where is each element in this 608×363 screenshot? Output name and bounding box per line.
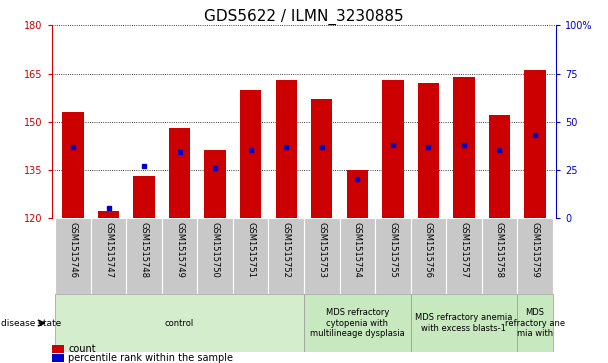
Text: MDS refractory anemia
with excess blasts-1: MDS refractory anemia with excess blasts… xyxy=(415,313,513,333)
Bar xyxy=(204,150,226,218)
Text: GSM1515750: GSM1515750 xyxy=(210,221,219,277)
Bar xyxy=(269,218,304,294)
Text: MDS
refractory ane
mia with: MDS refractory ane mia with xyxy=(505,308,565,338)
Text: GSM1515757: GSM1515757 xyxy=(460,221,468,278)
Text: GSM1515751: GSM1515751 xyxy=(246,221,255,277)
Bar xyxy=(410,294,517,352)
Bar xyxy=(410,218,446,294)
Bar xyxy=(98,211,119,218)
Text: GSM1515756: GSM1515756 xyxy=(424,221,433,278)
Text: GSM1515759: GSM1515759 xyxy=(531,221,539,277)
Bar xyxy=(63,112,84,218)
Bar xyxy=(52,354,64,362)
Bar xyxy=(275,80,297,218)
Bar xyxy=(382,80,404,218)
Bar xyxy=(126,218,162,294)
Bar xyxy=(162,218,198,294)
Bar xyxy=(233,218,269,294)
Bar xyxy=(133,176,155,218)
Bar xyxy=(311,99,333,218)
Bar xyxy=(517,218,553,294)
Bar xyxy=(304,218,339,294)
Bar xyxy=(489,115,510,218)
Text: GSM1515748: GSM1515748 xyxy=(140,221,148,278)
Bar xyxy=(418,83,439,218)
Bar xyxy=(55,218,91,294)
Bar xyxy=(347,170,368,218)
Title: GDS5622 / ILMN_3230885: GDS5622 / ILMN_3230885 xyxy=(204,9,404,25)
Bar xyxy=(240,90,261,218)
Bar xyxy=(55,294,304,352)
Bar xyxy=(517,294,553,352)
Bar xyxy=(482,218,517,294)
Text: GSM1515755: GSM1515755 xyxy=(389,221,398,277)
Bar xyxy=(524,70,545,218)
Text: GSM1515749: GSM1515749 xyxy=(175,221,184,277)
Text: disease state: disease state xyxy=(1,319,61,327)
Bar xyxy=(446,218,482,294)
Text: GSM1515754: GSM1515754 xyxy=(353,221,362,277)
Text: GSM1515746: GSM1515746 xyxy=(69,221,77,278)
Text: GSM1515752: GSM1515752 xyxy=(282,221,291,277)
Bar xyxy=(339,218,375,294)
Bar xyxy=(198,218,233,294)
Bar xyxy=(91,218,126,294)
Text: percentile rank within the sample: percentile rank within the sample xyxy=(68,353,233,363)
Bar xyxy=(375,218,410,294)
Text: control: control xyxy=(165,319,194,327)
Bar xyxy=(52,346,64,353)
Text: GSM1515758: GSM1515758 xyxy=(495,221,504,278)
Bar xyxy=(453,77,475,218)
Text: GSM1515753: GSM1515753 xyxy=(317,221,326,278)
Bar xyxy=(169,128,190,218)
Text: GSM1515747: GSM1515747 xyxy=(104,221,113,278)
Text: MDS refractory
cytopenia with
multilineage dysplasia: MDS refractory cytopenia with multilinea… xyxy=(310,308,405,338)
Text: count: count xyxy=(68,344,96,354)
Bar xyxy=(304,294,410,352)
